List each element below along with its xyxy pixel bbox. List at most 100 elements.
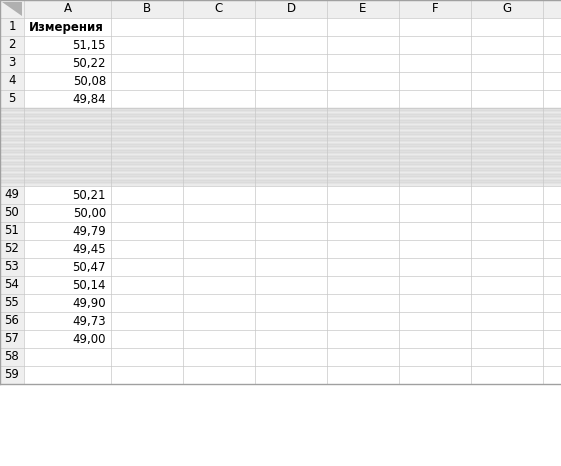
Bar xyxy=(24,54,111,72)
Bar xyxy=(24,0,111,18)
Text: 56: 56 xyxy=(4,315,20,328)
Text: 49,00: 49,00 xyxy=(72,333,106,345)
Bar xyxy=(0,147,24,150)
Bar xyxy=(0,366,24,384)
Bar xyxy=(0,180,24,183)
Bar xyxy=(0,132,24,135)
Text: 49,79: 49,79 xyxy=(72,225,106,238)
Text: 50: 50 xyxy=(4,206,20,219)
Bar xyxy=(543,222,561,240)
Bar xyxy=(24,123,111,126)
Bar xyxy=(327,312,399,330)
Bar xyxy=(24,126,111,129)
Bar xyxy=(327,0,399,18)
Bar xyxy=(111,204,183,222)
Text: 50,21: 50,21 xyxy=(72,189,106,201)
Bar xyxy=(111,129,561,132)
Bar xyxy=(183,90,255,108)
Bar xyxy=(183,348,255,366)
Bar xyxy=(399,366,471,384)
Bar xyxy=(183,18,255,36)
Bar xyxy=(111,18,183,36)
Text: 1: 1 xyxy=(8,21,16,34)
Bar xyxy=(327,222,399,240)
Bar xyxy=(111,108,561,111)
Text: 51: 51 xyxy=(4,225,20,238)
Text: 4: 4 xyxy=(8,75,16,88)
Bar xyxy=(399,294,471,312)
Bar xyxy=(0,126,24,129)
Bar xyxy=(327,348,399,366)
Bar xyxy=(399,0,471,18)
Bar xyxy=(24,186,111,204)
Bar xyxy=(0,129,24,132)
Bar xyxy=(111,162,561,165)
Bar xyxy=(24,330,111,348)
Bar xyxy=(111,153,561,156)
Bar xyxy=(0,156,24,159)
Text: Измерения: Измерения xyxy=(29,21,104,34)
Text: E: E xyxy=(359,2,367,15)
Bar xyxy=(543,186,561,204)
Bar xyxy=(543,204,561,222)
Bar xyxy=(0,177,24,180)
Bar xyxy=(111,120,561,123)
Bar xyxy=(0,54,24,72)
Bar xyxy=(24,180,111,183)
Bar xyxy=(24,141,111,144)
Text: 2: 2 xyxy=(8,39,16,52)
Bar xyxy=(0,171,24,174)
Bar xyxy=(399,258,471,276)
Text: 55: 55 xyxy=(4,296,20,309)
Bar xyxy=(24,135,111,138)
Bar xyxy=(111,144,561,147)
Bar xyxy=(111,168,561,171)
Bar xyxy=(0,165,24,168)
Bar xyxy=(111,276,183,294)
Bar xyxy=(0,348,24,366)
Bar xyxy=(24,165,111,168)
Bar xyxy=(24,132,111,135)
Bar xyxy=(183,72,255,90)
Bar xyxy=(183,54,255,72)
Bar xyxy=(0,108,24,111)
Bar xyxy=(255,276,327,294)
Bar xyxy=(111,132,561,135)
Text: 59: 59 xyxy=(4,369,20,382)
Text: 51,15: 51,15 xyxy=(72,39,106,52)
Bar xyxy=(327,186,399,204)
Bar xyxy=(24,138,111,141)
Bar xyxy=(0,144,24,147)
Bar xyxy=(24,204,111,222)
Polygon shape xyxy=(2,2,22,16)
Bar xyxy=(543,54,561,72)
Bar xyxy=(24,120,111,123)
Bar xyxy=(183,186,255,204)
Bar xyxy=(111,36,183,54)
Bar xyxy=(0,222,24,240)
Bar xyxy=(183,312,255,330)
Bar xyxy=(327,90,399,108)
Bar xyxy=(24,294,111,312)
Bar xyxy=(24,222,111,240)
Text: C: C xyxy=(215,2,223,15)
Bar xyxy=(111,156,561,159)
Bar xyxy=(255,366,327,384)
Bar xyxy=(471,72,543,90)
Bar xyxy=(399,186,471,204)
Bar xyxy=(327,18,399,36)
Bar xyxy=(0,120,24,123)
Bar xyxy=(111,90,183,108)
Bar xyxy=(255,0,327,18)
Bar xyxy=(327,258,399,276)
Bar xyxy=(255,36,327,54)
Bar xyxy=(543,366,561,384)
Bar xyxy=(111,186,183,204)
Bar xyxy=(399,18,471,36)
Bar xyxy=(471,204,543,222)
Bar xyxy=(24,90,111,108)
Bar xyxy=(111,174,561,177)
Bar xyxy=(24,171,111,174)
Bar xyxy=(0,36,24,54)
Bar xyxy=(471,186,543,204)
